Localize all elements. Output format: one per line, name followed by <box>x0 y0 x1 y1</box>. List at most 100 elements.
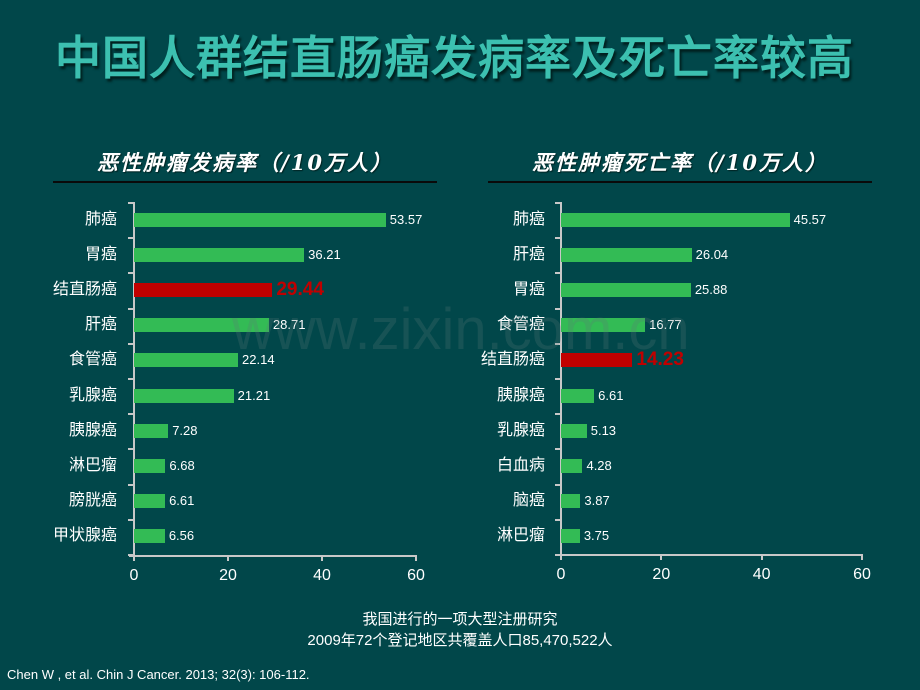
category-label: 膀胱癌 <box>68 490 117 510</box>
y-tick <box>128 237 133 239</box>
bar <box>134 459 166 473</box>
x-tick <box>227 555 229 561</box>
value-label: 6.68 <box>169 458 195 473</box>
y-tick <box>555 554 560 556</box>
bar <box>561 212 790 227</box>
y-tick <box>555 413 560 415</box>
bar <box>134 353 239 368</box>
mortality-chart-title: 恶性肿瘤死亡率（/10万人） <box>532 150 828 175</box>
y-tick <box>128 413 133 415</box>
y-tick <box>555 484 560 486</box>
incidence-chart-underline <box>53 181 437 183</box>
bar <box>561 247 692 262</box>
category-label: 肝癌 <box>512 243 545 263</box>
category-label: 淋巴瘤 <box>496 525 545 545</box>
bar-highlighted <box>561 353 633 368</box>
x-tick <box>321 555 323 561</box>
bar <box>561 529 580 544</box>
value-label: 3.87 <box>584 493 610 509</box>
value-label: 14.23 <box>636 349 684 371</box>
category-label: 胰腺癌 <box>496 384 545 404</box>
x-tick-label: 20 <box>219 567 237 584</box>
study-note-line1: 我国进行的一项大型注册研究 <box>362 611 558 628</box>
x-tick-label: 40 <box>752 566 771 583</box>
value-label: 21.21 <box>237 387 271 403</box>
x-tick <box>660 554 663 560</box>
value-label: 5.13 <box>590 422 617 438</box>
category-label: 肝癌 <box>84 314 117 334</box>
category-label: 结直肠癌 <box>52 279 117 298</box>
bar <box>561 283 691 297</box>
bar <box>561 318 646 333</box>
y-tick <box>128 272 133 274</box>
category-label: 结直肠癌 <box>480 349 545 369</box>
value-label: 26.04 <box>695 246 729 262</box>
bar <box>134 247 305 262</box>
study-note-line2: 2009年72个登记地区共覆盖人口85,470,522人 <box>307 632 613 649</box>
y-tick <box>555 519 560 521</box>
bar <box>134 212 386 227</box>
citation: Chen W , et al. Chin J Cancer. 2013; 32(… <box>7 667 310 682</box>
bar <box>134 388 234 403</box>
bar <box>134 494 166 509</box>
y-tick <box>555 378 560 380</box>
bar <box>561 459 583 473</box>
y-tick <box>128 448 133 450</box>
x-tick <box>760 554 763 560</box>
x-tick-label: 40 <box>313 567 331 584</box>
bar <box>134 529 165 544</box>
x-axis-line <box>556 554 863 556</box>
y-tick <box>555 308 560 310</box>
slide-title: 中国人群结直肠癌发病率及死亡率较高 <box>55 31 854 85</box>
bar <box>561 494 581 509</box>
category-label: 肺癌 <box>84 208 117 228</box>
x-tick-label: 60 <box>853 566 871 583</box>
x-tick <box>415 555 417 561</box>
bar <box>561 388 595 403</box>
category-label: 乳腺癌 <box>68 384 117 404</box>
category-label: 食管癌 <box>68 349 117 369</box>
value-label: 4.28 <box>586 458 612 473</box>
y-tick <box>555 237 560 239</box>
category-label: 胃癌 <box>84 243 117 263</box>
y-tick <box>555 448 560 450</box>
value-label: 36.21 <box>308 246 341 262</box>
y-axis-line <box>133 202 135 556</box>
value-label: 53.57 <box>389 211 423 227</box>
y-tick <box>128 554 133 556</box>
value-label: 7.28 <box>172 422 198 438</box>
value-label: 6.61 <box>598 387 624 403</box>
category-label: 脑癌 <box>512 490 545 510</box>
y-tick <box>128 519 133 521</box>
category-label: 胰腺癌 <box>68 419 117 439</box>
value-label: 3.75 <box>583 528 610 544</box>
mortality-chart-underline <box>488 181 872 183</box>
value-label: 25.88 <box>694 282 728 297</box>
x-tick-label: 60 <box>407 567 425 584</box>
y-tick <box>128 343 133 345</box>
value-label: 28.71 <box>272 317 306 333</box>
category-label: 乳腺癌 <box>496 419 545 439</box>
category-label: 食管癌 <box>496 314 545 334</box>
y-axis-line <box>560 202 562 555</box>
value-label: 29.44 <box>276 279 324 300</box>
incidence-chart-title: 恶性肿瘤发病率（/10万人） <box>97 150 393 175</box>
x-tick-label: 0 <box>556 566 566 583</box>
category-label: 白血病 <box>496 455 545 474</box>
y-tick <box>555 272 560 274</box>
x-tick <box>560 554 562 560</box>
value-label: 16.77 <box>649 317 682 333</box>
x-tick <box>861 554 863 560</box>
value-label: 45.57 <box>793 211 827 227</box>
y-tick <box>555 202 560 204</box>
category-label: 甲状腺癌 <box>52 525 117 545</box>
x-tick-label: 0 <box>129 567 139 584</box>
category-label: 淋巴瘤 <box>68 455 117 474</box>
category-label: 肺癌 <box>512 208 545 228</box>
y-tick <box>128 484 133 486</box>
y-tick <box>128 378 133 380</box>
value-label: 6.56 <box>168 528 195 544</box>
x-tick-label: 20 <box>652 566 671 583</box>
bar <box>134 318 269 333</box>
category-label: 胃癌 <box>512 279 545 298</box>
